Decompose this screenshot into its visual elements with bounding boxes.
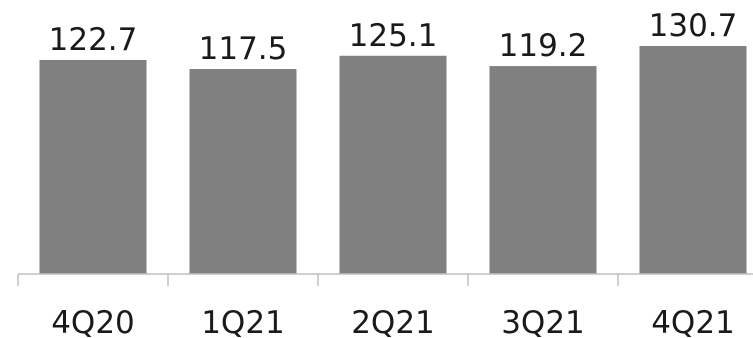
tick-label-1q21: 1Q21 xyxy=(201,305,285,338)
data-label-2q21: 125.1 xyxy=(349,18,438,54)
bar-4q21 xyxy=(639,46,747,274)
bar-2q21 xyxy=(339,55,447,274)
bar-1q21 xyxy=(189,69,297,274)
tick-label-4q20: 4Q20 xyxy=(51,305,135,338)
value-labels-group: 122.7 117.5 125.1 119.2 130.7 xyxy=(49,8,738,67)
tick-label-4q21: 4Q21 xyxy=(651,305,735,338)
tick-label-3q21: 3Q21 xyxy=(501,305,585,338)
x-axis xyxy=(17,273,753,286)
data-label-4q20: 122.7 xyxy=(49,22,138,58)
tick-label-2q21: 2Q21 xyxy=(351,305,435,338)
data-label-3q21: 119.2 xyxy=(499,28,588,64)
category-labels-group: 4Q20 1Q21 2Q21 3Q21 4Q21 xyxy=(51,305,735,338)
bar-4q20 xyxy=(39,59,147,274)
data-label-1q21: 117.5 xyxy=(199,31,288,67)
bars-group xyxy=(39,46,747,274)
data-label-4q21: 130.7 xyxy=(649,8,738,44)
bar-3q21 xyxy=(489,66,597,274)
